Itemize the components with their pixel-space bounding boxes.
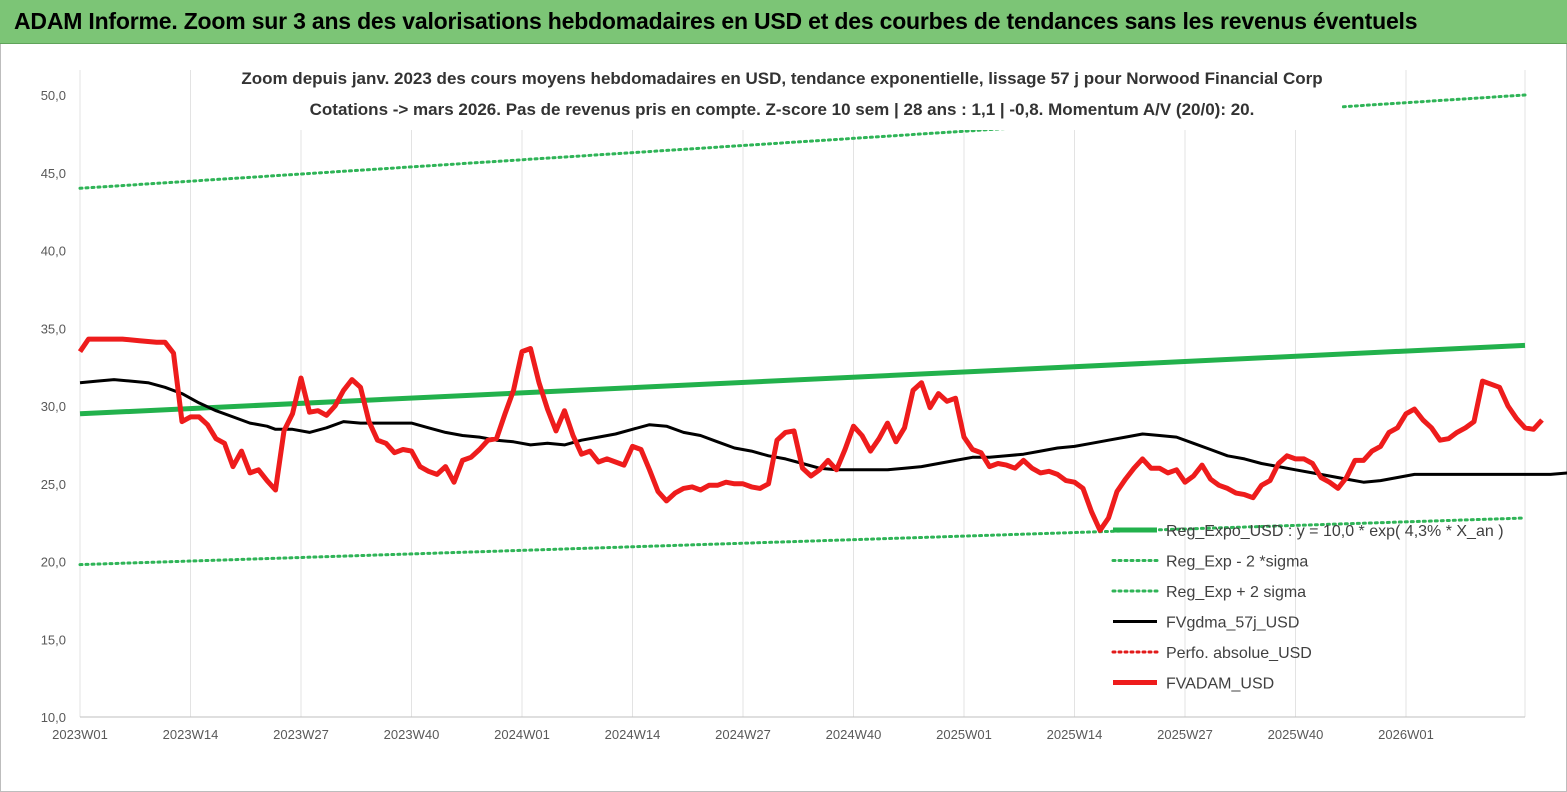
y-tick-label: 35,0 — [41, 321, 66, 336]
legend-label: FVgdma_57j_USD — [1166, 615, 1299, 632]
y-tick-label: 20,0 — [41, 555, 66, 570]
series-line-3 — [79, 378, 1567, 484]
legend-label: Reg_Exp - 2 *sigma — [1166, 554, 1308, 571]
legend-label: FVADAM_USD — [1166, 676, 1274, 693]
report-banner: ADAM Informe. Zoom sur 3 ans des valoris… — [0, 0, 1567, 44]
x-tick-label: 2023W01 — [52, 727, 108, 742]
chart-title: Zoom depuis janv. 2023 des cours moyens … — [241, 69, 1322, 88]
series-line-0 — [79, 342, 1526, 417]
legend-label: Reg_Expo_USD : y = 10,0 * exp( 4,3% * X_… — [1166, 523, 1504, 540]
chart-subtitle: Cotations -> mars 2026. Pas de revenus p… — [310, 100, 1255, 119]
x-tick-label: 2023W14 — [163, 727, 219, 742]
y-tick-label: 45,0 — [41, 166, 66, 181]
banner-title: ADAM Informe. Zoom sur 3 ans des valoris… — [14, 8, 1418, 34]
x-tick-label: 2024W01 — [494, 727, 550, 742]
x-tick-label: 2024W27 — [715, 727, 771, 742]
chart-grid — [79, 70, 1526, 717]
x-tick-label: 2025W40 — [1268, 727, 1324, 742]
chart-series — [77, 93, 1567, 567]
legend-label: Perfo. absolue_USD — [1166, 645, 1312, 662]
y-tick-label: 10,0 — [41, 710, 66, 725]
x-tick-label: 2025W27 — [1157, 727, 1213, 742]
x-tick-label: 2023W40 — [384, 727, 440, 742]
x-tick-label: 2025W01 — [936, 727, 992, 742]
y-tick-label: 50,0 — [41, 88, 66, 103]
legend: Reg_Expo_USD : y = 10,0 * exp( 4,3% * X_… — [1111, 523, 1504, 693]
x-tick-label: 2026W01 — [1378, 727, 1434, 742]
series-line-5 — [77, 336, 1544, 533]
y-axis: 10,0 15,0 20,0 25,0 30,0 35,0 40,0 45,0 50,0 — [41, 88, 66, 725]
y-tick-label: 30,0 — [41, 399, 66, 414]
x-tick-label: 2024W40 — [826, 727, 882, 742]
x-tick-label: 2024W14 — [605, 727, 661, 742]
legend-label: Reg_Exp + 2 sigma — [1166, 584, 1306, 601]
y-tick-label: 15,0 — [41, 632, 66, 647]
title-backdrop — [222, 58, 1342, 130]
x-axis: 2023W01 2023W14 2023W27 2023W40 2024W01 2024W… — [52, 727, 1434, 742]
y-tick-label: 40,0 — [41, 244, 66, 259]
x-tick-label: 2025W14 — [1047, 727, 1103, 742]
x-tick-label: 2023W27 — [273, 727, 329, 742]
y-tick-label: 25,0 — [41, 477, 66, 492]
series-line-1 — [78, 516, 1527, 567]
